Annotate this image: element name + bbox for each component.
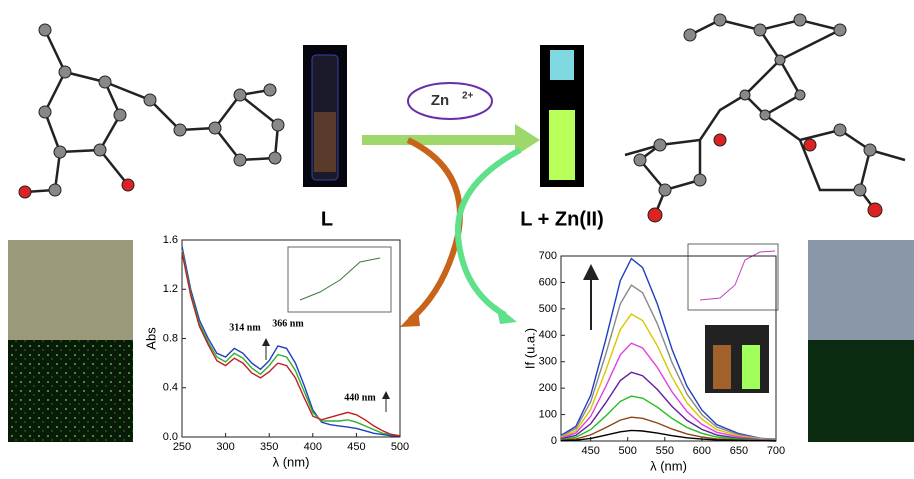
ion-label: Zn [431,92,449,109]
x-axis-label: λ (nm) [650,458,687,473]
y-tick-label: 200 [539,382,557,394]
cell-brightfield [808,240,914,340]
y-tick-label: 100 [539,408,557,420]
y-tick-label: 500 [539,303,557,315]
arrow-head [496,305,517,324]
y-tick-label: 400 [539,329,557,341]
peak-annotation: 314 nm [229,322,261,333]
x-tick-label: 450 [581,445,599,457]
x-tick-label: 300 [216,441,234,453]
complex-structure [625,14,905,222]
graphical-abstract: Zn 2+ L L + Zn(II) 2503003504004505000.0… [0,0,914,479]
y-tick-label: 600 [539,276,557,288]
x-tick-label: 700 [767,445,785,457]
curved-arrow [458,150,520,315]
cell-fluorescence [808,340,914,442]
inset-vial [742,345,760,389]
vial-liquid [314,112,336,172]
x-tick-label: 650 [730,445,748,457]
x-tick-label: 500 [391,441,409,453]
y-tick-label: 300 [539,356,557,368]
ion-ellipse [408,83,492,119]
peak-annotation: 440 nm [344,392,376,403]
x-tick-label: 450 [347,441,365,453]
y-tick-label: 0.8 [163,332,178,344]
x-tick-label: 500 [619,445,637,457]
ligand-label: L [321,208,333,230]
ion-charge: 2+ [462,91,474,102]
y-tick-label: 700 [539,250,557,262]
y-tick-label: 0.0 [163,431,178,443]
complex-label: L + Zn(II) [520,208,604,230]
inset-plot [288,247,391,312]
vial-fluorescence [549,110,575,180]
x-tick-label: 400 [304,441,322,453]
x-tick-label: 350 [260,441,278,453]
peak-annotation: 366 nm [272,318,304,329]
ligand-structure [19,24,284,198]
y-tick-label: 1.6 [163,234,178,246]
y-tick-label: 0.4 [163,382,178,394]
curved-arrow [408,140,460,320]
x-tick-label: 550 [656,445,674,457]
y-axis-label: Abs [143,327,158,350]
inset-vial [713,345,731,389]
x-axis-label: λ (nm) [273,454,310,469]
x-tick-label: 600 [693,445,711,457]
y-tick-label: 1.2 [163,283,178,295]
cell-fluorescence [8,340,133,442]
arrow-head [400,308,420,327]
vial-cap [550,50,574,80]
y-tick-label: 0 [551,435,557,447]
cell-brightfield [8,240,133,340]
y-axis-label: If (u.a.) [522,328,537,369]
